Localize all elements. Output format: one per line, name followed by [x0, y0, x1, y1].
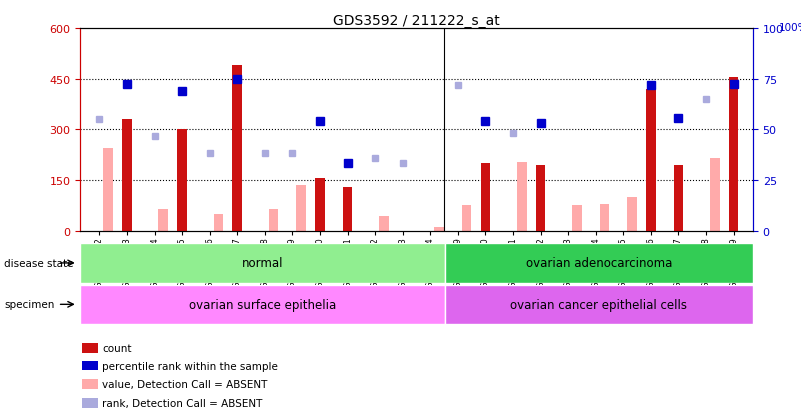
Bar	[445, 244, 753, 283]
Bar	[122, 120, 132, 231]
Bar	[83, 398, 98, 408]
Bar	[268, 209, 279, 231]
Bar	[83, 343, 98, 353]
Y-axis label: 100%: 100%	[779, 23, 801, 33]
Bar	[159, 209, 168, 231]
Bar	[572, 206, 582, 231]
Bar	[232, 66, 242, 231]
Bar	[296, 186, 306, 231]
Text: count: count	[103, 343, 131, 353]
Text: ovarian surface epithelia: ovarian surface epithelia	[189, 298, 336, 311]
Text: disease state: disease state	[4, 258, 74, 268]
Bar	[729, 78, 739, 231]
Text: specimen: specimen	[4, 299, 54, 310]
Bar	[674, 166, 683, 231]
Text: ovarian adenocarcinoma: ovarian adenocarcinoma	[525, 257, 672, 270]
Bar	[461, 206, 472, 231]
Title: GDS3592 / 211222_s_at: GDS3592 / 211222_s_at	[333, 14, 500, 28]
Bar	[83, 361, 98, 370]
Bar	[177, 130, 187, 231]
Bar	[445, 285, 753, 324]
Bar	[646, 90, 656, 231]
Bar	[315, 179, 325, 231]
Bar	[710, 159, 719, 231]
Text: rank, Detection Call = ABSENT: rank, Detection Call = ABSENT	[103, 398, 263, 408]
Bar	[80, 285, 445, 324]
Bar	[600, 204, 610, 231]
Bar	[83, 380, 98, 389]
Text: normal: normal	[242, 257, 283, 270]
Text: percentile rank within the sample: percentile rank within the sample	[103, 361, 278, 371]
Bar	[379, 216, 388, 231]
Bar	[627, 197, 637, 231]
Bar	[343, 188, 352, 231]
Text: ovarian cancer epithelial cells: ovarian cancer epithelial cells	[510, 298, 687, 311]
Bar	[536, 166, 545, 231]
Bar	[214, 214, 223, 231]
Bar	[103, 149, 113, 231]
Bar	[517, 162, 526, 231]
Bar	[434, 228, 444, 231]
Bar	[481, 164, 490, 231]
Text: value, Detection Call = ABSENT: value, Detection Call = ABSENT	[103, 380, 268, 389]
Bar	[80, 244, 445, 283]
